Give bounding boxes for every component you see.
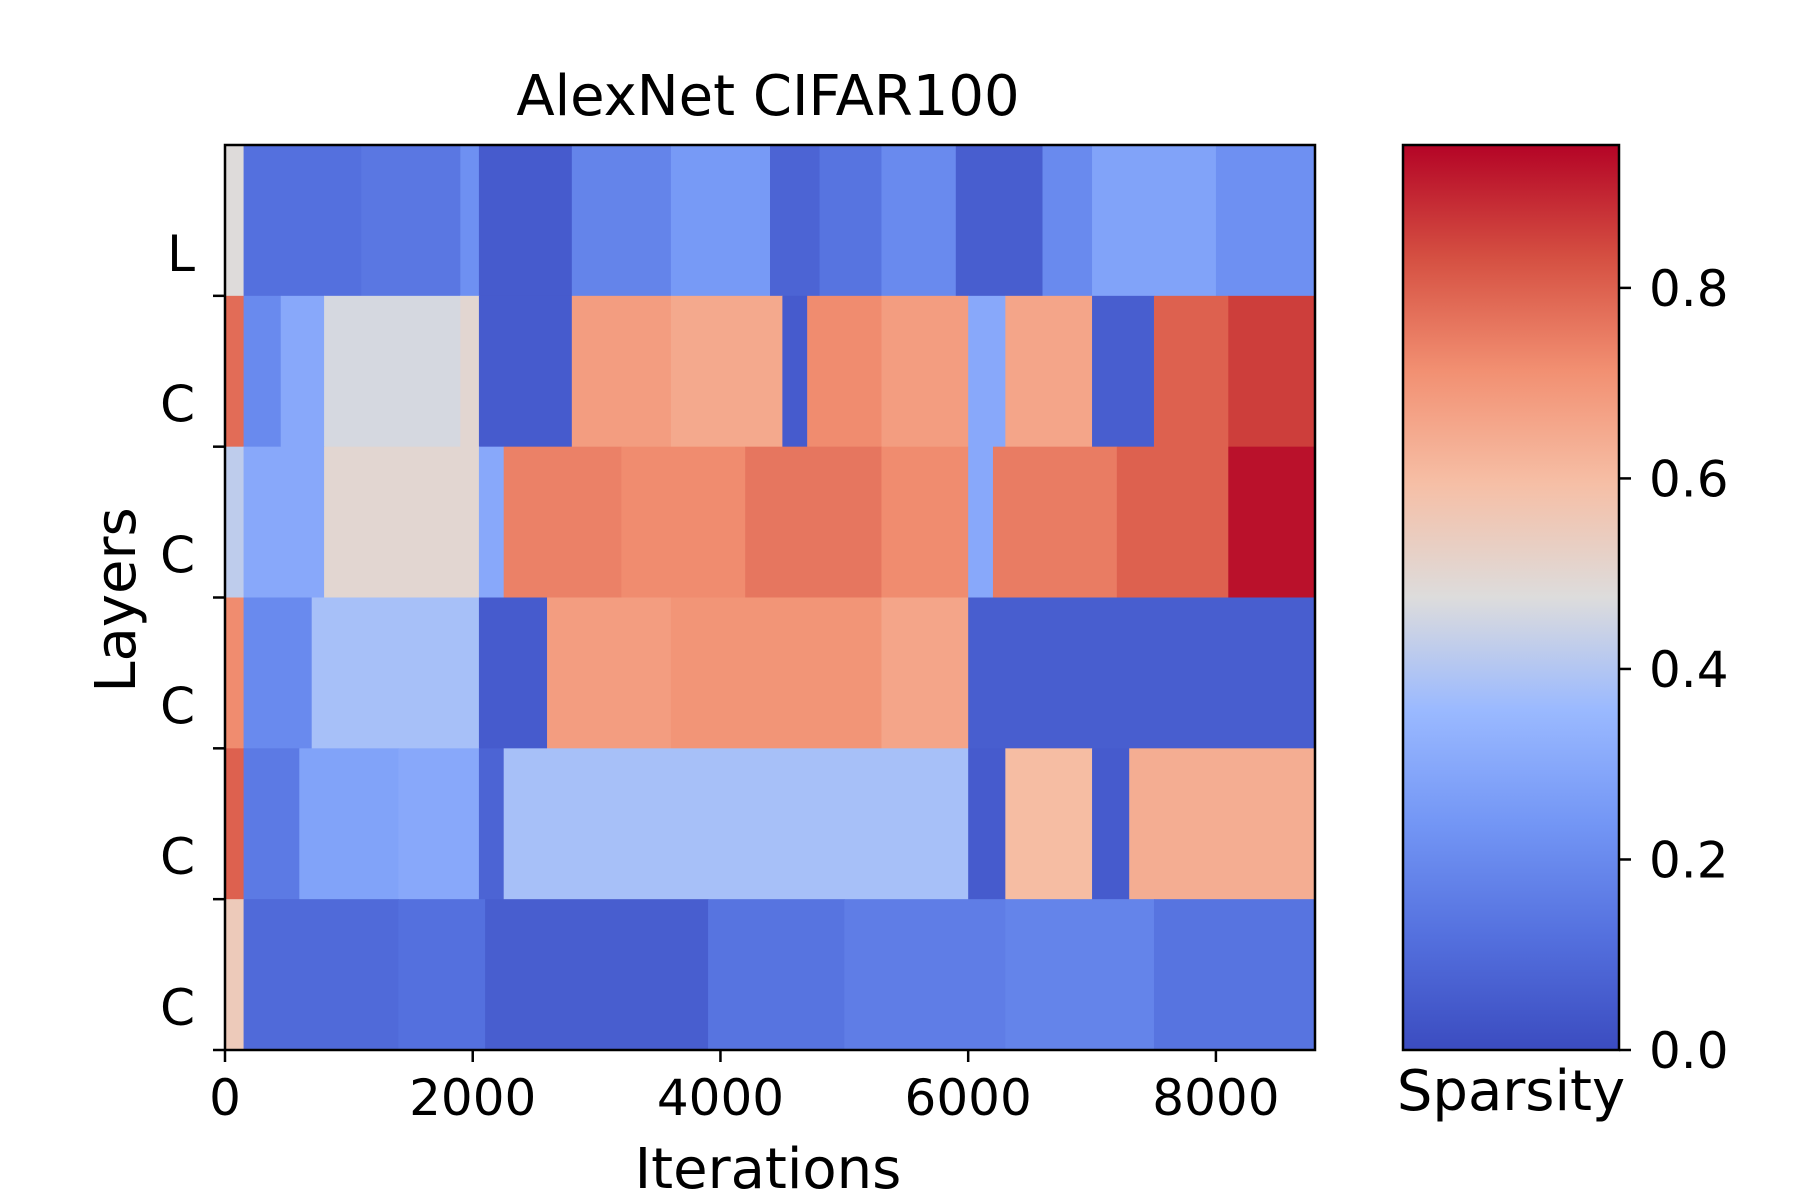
heatmap-cell xyxy=(670,145,771,297)
heatmap-cell xyxy=(881,597,969,749)
colorbar-tick-label: 0.2 xyxy=(1649,831,1729,889)
heatmap-cell xyxy=(225,295,245,448)
heatmap-cell xyxy=(299,748,400,900)
heatmap-cell xyxy=(1092,295,1155,448)
y-tick-label: C xyxy=(160,979,195,1037)
heatmap-cell xyxy=(478,748,505,900)
heatmap-cell xyxy=(992,446,1118,598)
x-axis-ticks: 0 2000 4000 6000 8000 xyxy=(209,1050,1280,1127)
y-tick-label: L xyxy=(167,225,195,283)
heatmap-cell xyxy=(398,748,480,900)
x-tick-label: 6000 xyxy=(905,1069,1032,1127)
heatmap-cell xyxy=(225,748,245,900)
heatmap-cells xyxy=(225,145,1316,1051)
heatmap-cell xyxy=(1153,295,1229,448)
colorbar-tick-label: 0.8 xyxy=(1649,260,1729,318)
heatmap-cell xyxy=(844,899,1006,1051)
heatmap-cell xyxy=(243,748,300,900)
heatmap-cell xyxy=(503,446,622,598)
y-tick-label: C xyxy=(160,527,195,585)
heatmap-cell xyxy=(1116,446,1229,598)
heatmap-cell xyxy=(1228,295,1316,448)
heatmap-cell xyxy=(485,899,709,1051)
heatmap-cell xyxy=(745,446,883,598)
heatmap-cell xyxy=(324,446,480,598)
heatmap-cell xyxy=(225,145,245,297)
heatmap-cell xyxy=(670,597,883,749)
heatmap-cell xyxy=(881,446,969,598)
x-tick-label: 0 xyxy=(209,1069,241,1127)
heatmap-cell xyxy=(243,446,325,598)
heatmap-cell xyxy=(1228,446,1316,598)
heatmap-cell xyxy=(311,597,480,749)
heatmap-cell xyxy=(324,295,461,448)
heatmap-cell xyxy=(225,446,245,598)
heatmap-cell xyxy=(243,145,362,297)
heatmap-cell xyxy=(770,145,821,297)
heatmap-cell xyxy=(1092,145,1217,297)
heatmap-cell xyxy=(968,597,1316,749)
heatmap-cell xyxy=(243,295,282,448)
heatmap-cell xyxy=(968,295,1006,448)
heatmap-cell xyxy=(478,295,573,448)
colorbar-tick-label: 0.6 xyxy=(1649,450,1729,508)
heatmap-cell xyxy=(1005,899,1155,1051)
heatmap-cell xyxy=(782,295,808,448)
colorbar-label: Sparsity xyxy=(1397,1059,1625,1124)
colorbar-tick-label: 0.4 xyxy=(1649,641,1729,699)
heatmap-cell xyxy=(547,597,672,749)
heatmap-cell xyxy=(1153,899,1316,1051)
colorbar-tick-label: 0.0 xyxy=(1649,1022,1729,1080)
heatmap-cell xyxy=(460,145,480,297)
heatmap-cell xyxy=(881,295,969,448)
heatmap-cell xyxy=(968,446,994,598)
heatmap-cell xyxy=(819,145,883,297)
heatmap-cell xyxy=(398,899,486,1051)
x-tick-label: 4000 xyxy=(657,1069,784,1127)
heatmap-cell xyxy=(225,597,245,749)
x-tick-label: 8000 xyxy=(1152,1069,1279,1127)
heatmap-cell xyxy=(670,295,783,448)
heatmap-cell xyxy=(955,145,1044,297)
heatmap-cell xyxy=(503,748,969,900)
heatmap-cell xyxy=(478,597,548,749)
y-tick-label: C xyxy=(160,376,195,434)
x-axis-label: Iterations xyxy=(635,1137,902,1200)
heatmap-cell xyxy=(225,899,245,1051)
heatmap-cell xyxy=(1129,748,1316,900)
x-tick-label: 2000 xyxy=(409,1069,536,1127)
y-axis-label: Layers xyxy=(84,507,149,692)
colorbar-ticks: 0.0 0.2 0.4 0.6 0.8 xyxy=(1619,260,1729,1080)
heatmap-cell xyxy=(361,145,461,297)
heatmap-cell xyxy=(708,899,845,1051)
heatmap-cell xyxy=(460,295,480,448)
heatmap-cell xyxy=(571,295,672,448)
y-tick-label: C xyxy=(160,677,195,735)
chart-title: AlexNet CIFAR100 xyxy=(516,64,1019,129)
y-axis-ticks: L C C C C C xyxy=(160,225,225,1052)
heatmap-cell xyxy=(1042,145,1093,297)
heatmap-cell xyxy=(478,145,573,297)
heatmap-cell xyxy=(1092,748,1130,900)
heatmap-cell xyxy=(478,446,505,598)
heatmap-cell xyxy=(881,145,957,297)
heatmap-cell xyxy=(243,597,313,749)
colorbar xyxy=(1401,143,1621,1052)
heatmap-cell xyxy=(807,295,883,448)
heatmap-cell xyxy=(968,748,1006,900)
heatmap-cell xyxy=(280,295,325,448)
heatmap-cell xyxy=(1005,748,1093,900)
heatmap-cell xyxy=(1005,295,1093,448)
heatmap-cell xyxy=(1215,145,1316,297)
heatmap-cell xyxy=(621,446,746,598)
y-tick-label: C xyxy=(160,828,195,886)
heatmap-cell xyxy=(571,145,672,297)
heatmap-cell xyxy=(243,899,400,1051)
